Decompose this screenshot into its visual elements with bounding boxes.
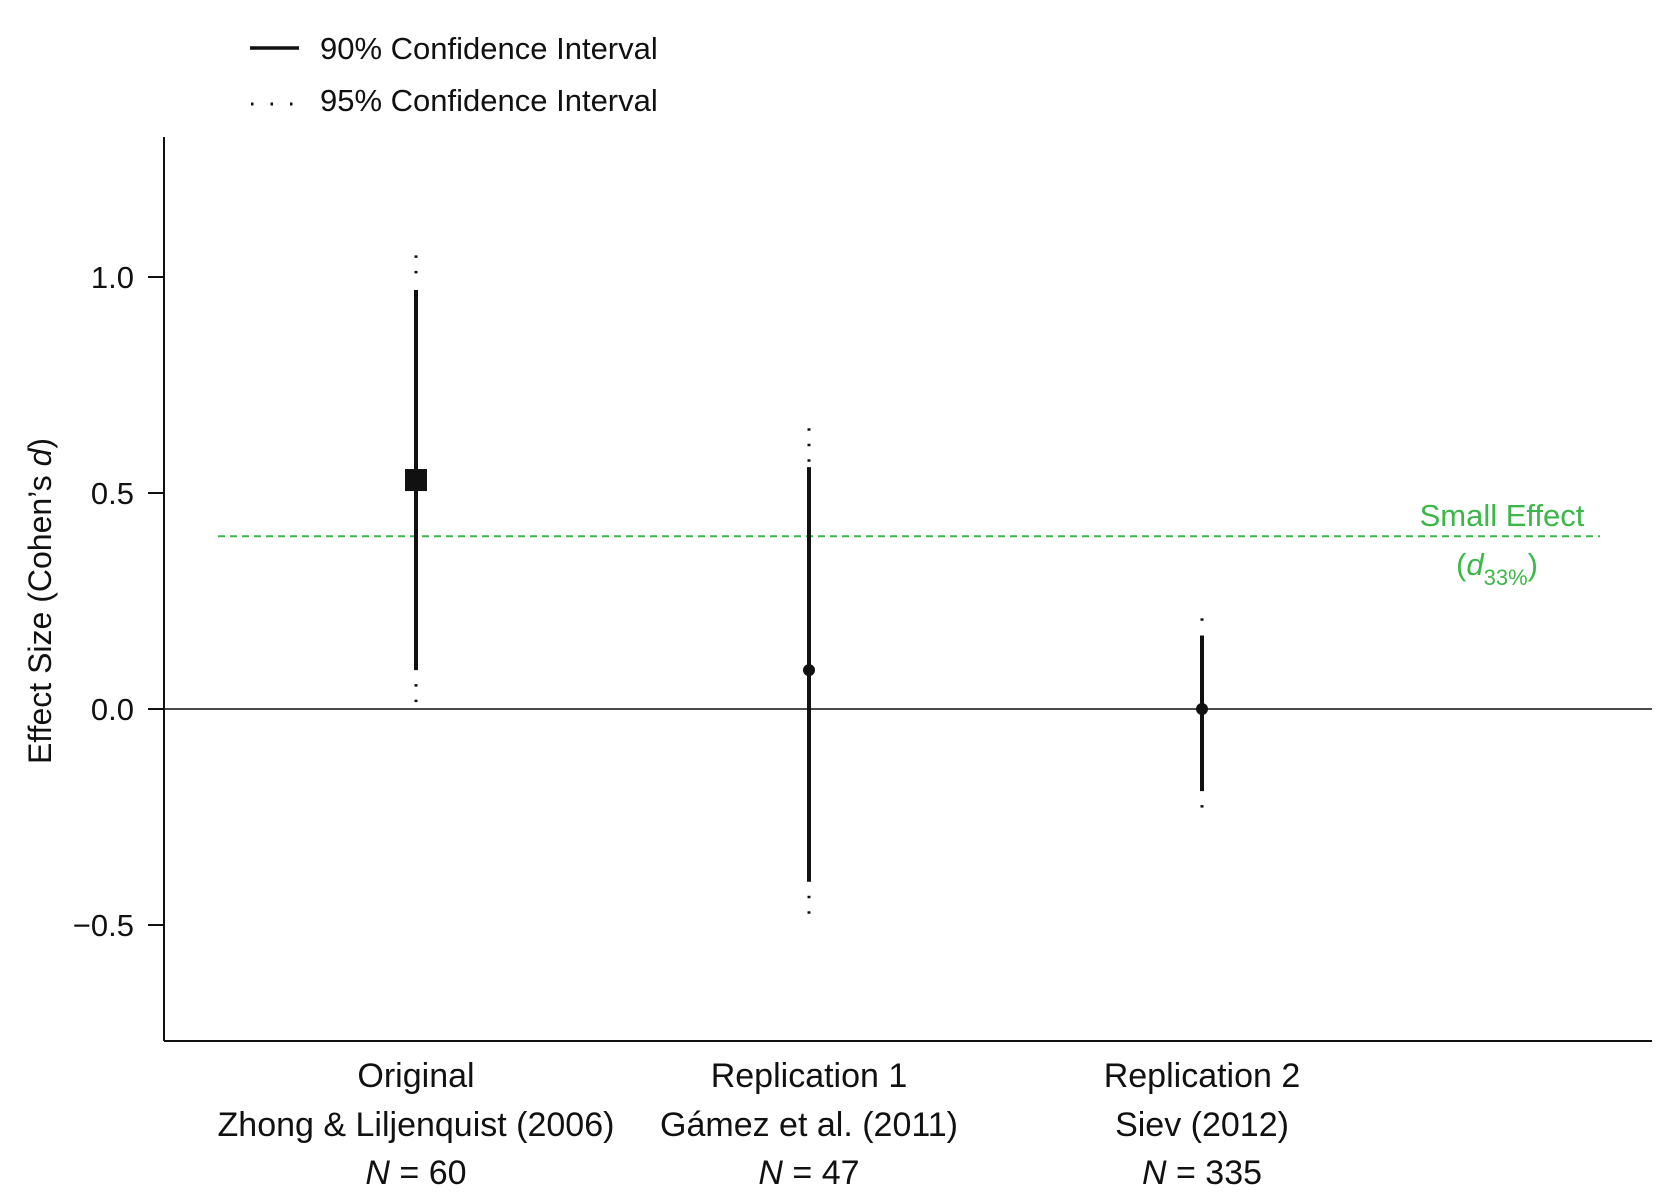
sample-size-value: = 335: [1167, 1154, 1262, 1192]
estimate-point: [1196, 703, 1208, 715]
sample-size-symbol: N: [758, 1154, 783, 1192]
study-group-label: Replication 2: [1104, 1057, 1301, 1095]
study-citation-label: Gámez et al. (2011): [660, 1106, 958, 1144]
sublabel-italic: d: [1466, 547, 1485, 582]
study-citation-label: Zhong & Liljenquist (2006): [218, 1106, 615, 1144]
data-marks: [405, 255, 1208, 921]
x-category-labels: Original Zhong & Liljenquist (2006) N = 60…: [218, 1057, 1301, 1192]
y-tick-label: 1.0: [91, 260, 134, 295]
small-effect-sublabel: (d33%): [1456, 547, 1538, 590]
study-group-label: Original: [357, 1057, 474, 1095]
legend: 90% Confidence Interval 95% Confidence In…: [250, 31, 658, 118]
y-tick-label: 0.5: [91, 476, 134, 511]
small-effect-label: Small Effect: [1420, 498, 1585, 533]
legend-label: 95% Confidence Interval: [320, 83, 658, 118]
small-effect-reference: Small Effect (d33%): [218, 498, 1600, 590]
axes: 1.0 0.5 0.0 −0.5 Effect Size (Cohen’s d): [22, 137, 1652, 1042]
study-citation-label: Siev (2012): [1115, 1106, 1289, 1144]
sublabel-subscript: 33%: [1484, 565, 1528, 590]
estimate-square-marker: [405, 469, 427, 492]
study-sample-size-label: N = 47: [758, 1154, 859, 1192]
y-tick-label: −0.5: [73, 908, 134, 943]
sample-size-value: = 60: [390, 1154, 467, 1192]
sublabel-open: (: [1456, 547, 1467, 582]
study-sample-size-label: N = 335: [1142, 1154, 1262, 1192]
study-sample-size-label: N = 60: [365, 1154, 466, 1192]
estimate-point: [803, 664, 815, 677]
sample-size-symbol: N: [365, 1154, 390, 1192]
sample-size-symbol: N: [1142, 1154, 1167, 1192]
y-axis-label: Effect Size (Cohen’s d): [22, 438, 58, 764]
y-axis-label-close: ): [22, 438, 58, 449]
y-axis-label-text: Effect Size (Cohen’s: [22, 466, 58, 764]
sample-size-value: = 47: [783, 1154, 860, 1192]
legend-label: 90% Confidence Interval: [320, 31, 658, 66]
y-axis-label-italic: d: [22, 447, 58, 466]
study-group-label: Replication 1: [711, 1057, 908, 1095]
y-tick-label: 0.0: [91, 692, 134, 727]
sublabel-close: ): [1528, 547, 1538, 582]
